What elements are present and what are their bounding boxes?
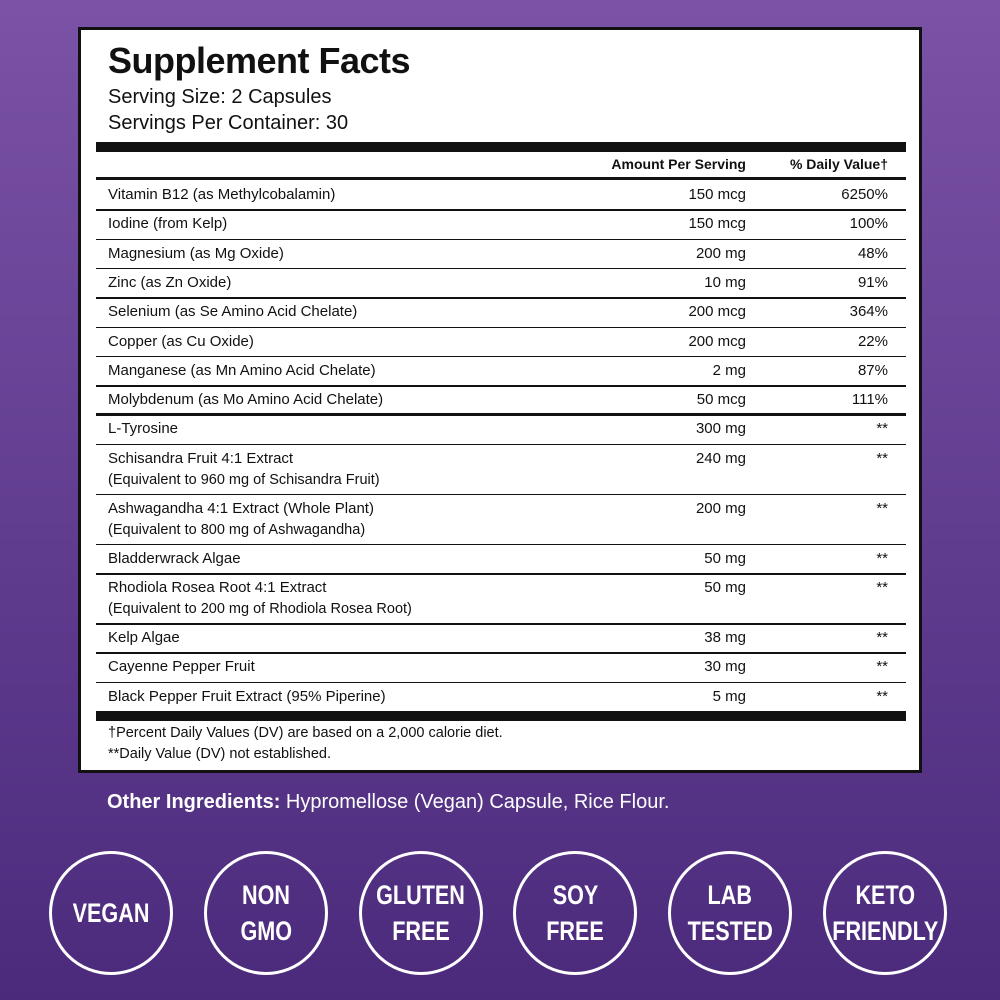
column-header: % Daily Value† (789, 156, 888, 172)
row-rule (96, 267, 906, 270)
daily-value: 100% (849, 215, 888, 233)
row-rule (96, 297, 906, 299)
badge-text: NON (241, 880, 290, 910)
daily-value: ** (876, 549, 888, 567)
badge: SOY FREE (513, 851, 638, 975)
daily-value: 48% (857, 244, 888, 262)
ingredient-name: Vitamin B12 (as Methylcobalamin) (108, 186, 336, 203)
other-ingredients: Other Ingredients: Hypromellose (Vegan) … (107, 791, 669, 814)
ingredient-note: (Equivalent to 960 mg of Schisandra Frui… (108, 471, 380, 488)
daily-value: ** (876, 420, 888, 438)
other-ingredients-text: Hypromellose (Vegan) Capsule, Rice Flour… (285, 791, 670, 813)
title: Supplement Facts (108, 40, 411, 81)
badge: NON GMO (203, 851, 328, 975)
row-rule (96, 493, 906, 496)
badge-text: GLUTEN (376, 880, 465, 910)
supplement-facts-panel: Supplement Facts Serving Size: 2 Capsule… (78, 27, 922, 773)
amount: 200 mcg (688, 332, 746, 350)
daily-value: 22% (857, 332, 888, 350)
other-ingredients-label: Other Ingredients: (107, 791, 281, 813)
ingredient-name: Zinc (as Zn Oxide) (108, 273, 232, 291)
amount: 50 mg (704, 579, 746, 596)
amount: 10 mg (704, 273, 746, 291)
amount: 200 mcg (688, 303, 746, 321)
rule (96, 177, 906, 180)
daily-value: ** (876, 687, 888, 705)
badge-text: SOY (552, 880, 599, 910)
ingredient-name: Manganese (as Mn Amino Acid Chelate) (108, 361, 376, 379)
ingredient-name: Iodine (from Kelp) (108, 215, 228, 233)
row-rule (96, 385, 906, 387)
thick-rule (96, 710, 906, 721)
row-rule (96, 681, 906, 684)
amount: 150 mcg (688, 215, 746, 233)
badge-text: FREE (546, 916, 605, 946)
row-rule (96, 623, 906, 625)
daily-value: ** (876, 449, 888, 467)
amount: 200 mg (695, 244, 746, 262)
amount: 240 mg (695, 449, 746, 467)
column-header: Amount Per Serving (611, 156, 746, 172)
row-rule (96, 443, 906, 446)
amount: 2 mg (712, 361, 746, 379)
daily-value: 87% (857, 361, 888, 379)
row-rule (96, 652, 906, 654)
badge: GLUTEN FREE (358, 851, 483, 975)
badge-text: LAB (707, 880, 753, 910)
servings-per-container: Servings Per Container: 30 (108, 112, 349, 134)
row-rule (96, 573, 906, 575)
ingredient-name: L-Tyrosine (108, 420, 179, 438)
row-rule (96, 238, 906, 241)
row-rule (96, 326, 906, 328)
row-rule (96, 355, 906, 358)
amount: 300 mg (695, 420, 746, 438)
daily-value: ** (876, 658, 888, 676)
amount: 5 mg (712, 687, 746, 705)
badge-text: FREE (391, 916, 450, 946)
ingredient-name: Rhodiola Rosea Root 4:1 Extract (108, 579, 327, 596)
badge: VEGAN (49, 851, 173, 975)
daily-value: 6250% (841, 186, 888, 203)
daily-value: ** (876, 499, 888, 517)
badge-text: FRIENDLY (831, 916, 939, 946)
footnote: †Percent Daily Values (DV) are based on … (108, 724, 503, 741)
ingredient-name: Kelp Algae (108, 629, 180, 646)
badge-text: VEGAN (72, 898, 150, 928)
group-rule (96, 413, 906, 417)
amount: 150 mcg (688, 186, 746, 203)
ingredient-name: Ashwagandha 4:1 Extract (Whole Plant) (108, 499, 374, 517)
ingredient-name: Copper (as Cu Oxide) (108, 332, 254, 350)
badge-text: TESTED (687, 916, 773, 946)
badge: LAB TESTED (668, 851, 793, 975)
amount: 50 mg (704, 549, 746, 567)
amount: 30 mg (704, 658, 746, 676)
daily-value: ** (876, 579, 888, 596)
ingredient-name: Schisandra Fruit 4:1 Extract (108, 449, 294, 467)
daily-value: 364% (849, 303, 888, 321)
serving-size: Serving Size: 2 Capsules (108, 86, 332, 108)
thick-rule (96, 142, 906, 152)
row-rule (96, 209, 906, 211)
daily-value: 111% (851, 391, 888, 409)
badge-text: GMO (239, 916, 292, 946)
ingredient-name: Cayenne Pepper Fruit (108, 658, 255, 676)
daily-value: ** (876, 629, 888, 646)
ingredient-name: Bladderwrack Algae (108, 549, 241, 567)
ingredient-name: Selenium (as Se Amino Acid Chelate) (108, 303, 358, 321)
badge-text: KETO (855, 880, 915, 910)
ingredient-name: Black Pepper Fruit Extract (95% Piperine… (108, 687, 386, 705)
footnote: **Daily Value (DV) not established. (108, 745, 331, 762)
amount: 38 mg (704, 629, 746, 646)
ingredient-note: (Equivalent to 800 mg of Ashwagandha) (108, 521, 366, 538)
ingredient-note: (Equivalent to 200 mg of Rhodiola Rosea … (108, 601, 412, 617)
amount: 50 mcg (696, 391, 746, 409)
ingredient-name: Magnesium (as Mg Oxide) (108, 244, 284, 262)
ingredient-name: Molybdenum (as Mo Amino Acid Chelate) (108, 391, 384, 409)
row-rule (96, 543, 906, 546)
daily-value: 91% (857, 273, 888, 291)
amount: 200 mg (695, 499, 746, 517)
badge: KETO FRIENDLY (823, 851, 947, 975)
